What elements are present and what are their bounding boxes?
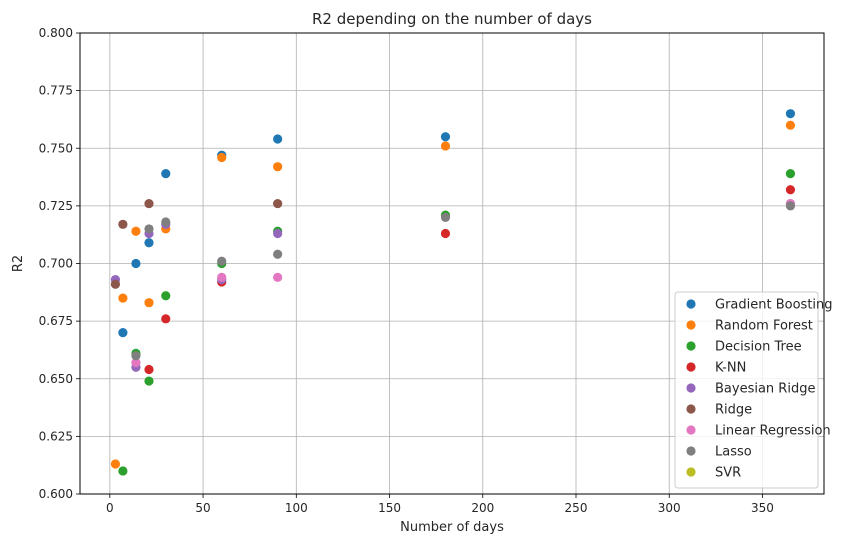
point-k-nn — [144, 364, 154, 375]
point-ridge — [144, 198, 154, 209]
y-tick-label: 0.725 — [39, 199, 73, 213]
legend-marker-svr — [686, 467, 696, 477]
point-gradient-boosting — [118, 328, 128, 338]
point-lasso — [217, 256, 227, 266]
point-decision-tree — [144, 376, 154, 386]
point-ridge — [110, 279, 121, 289]
point-lasso — [440, 212, 451, 222]
y-axis-label: R2 — [11, 255, 26, 272]
point-lasso — [785, 201, 796, 211]
x-tick-label: 0 — [106, 501, 114, 515]
legend-label-random-forest: Random Forest — [715, 319, 813, 334]
point-k-nn — [785, 185, 796, 195]
point-random-forest — [440, 141, 451, 151]
point-random-forest — [144, 298, 154, 308]
point-lasso — [144, 224, 154, 234]
point-k-nn — [161, 314, 171, 324]
point-gradient-boosting — [440, 132, 451, 142]
point-linear-regression — [131, 358, 141, 368]
point-random-forest — [110, 459, 121, 469]
y-tick-label: 0.700 — [39, 257, 73, 271]
legend-label-lasso: Lasso — [715, 445, 752, 460]
x-tick-label: 200 — [471, 501, 494, 515]
legend-marker-decision-tree — [686, 341, 696, 351]
point-linear-regression — [217, 272, 227, 282]
point-ridge — [273, 198, 283, 209]
x-tick-label: 150 — [378, 501, 401, 515]
legend-marker-lasso — [686, 446, 696, 456]
x-tick-label: 300 — [658, 501, 681, 515]
point-gradient-boosting — [161, 169, 171, 179]
legend-label-bayesian-ridge: Bayesian Ridge — [715, 382, 815, 397]
point-lasso — [273, 249, 283, 259]
y-tick-label: 0.625 — [39, 429, 73, 443]
legend: Gradient Boosting Random Forest Decision T… — [674, 291, 833, 489]
legend-marker-random-forest — [686, 320, 696, 330]
point-lasso — [161, 217, 171, 227]
point-k-nn — [440, 228, 451, 239]
y-tick-label: 0.600 — [39, 487, 73, 501]
point-random-forest — [273, 162, 283, 172]
y-tick-label: 0.775 — [39, 84, 73, 98]
point-random-forest — [785, 120, 796, 130]
legend-box — [674, 291, 819, 489]
point-decision-tree — [161, 291, 171, 301]
legend-label-ridge: Ridge — [715, 403, 752, 418]
legend-marker-k-nn — [686, 362, 696, 372]
point-decision-tree — [118, 466, 128, 476]
legend-label-svr: SVR — [715, 466, 741, 481]
x-tick-label: 250 — [565, 501, 588, 515]
point-linear-regression — [273, 272, 283, 282]
legend-label-decision-tree: Decision Tree — [715, 340, 802, 355]
legend-marker-ridge — [686, 404, 696, 414]
legend-label-gradient-boosting: Gradient Boosting — [715, 298, 833, 313]
chart-title: R2 depending on the number of days — [312, 10, 592, 28]
y-tick-label: 0.650 — [39, 372, 73, 386]
x-axis-label: Number of days — [400, 520, 504, 535]
x-tick-label: 350 — [751, 501, 774, 515]
data-points — [110, 109, 796, 476]
y-tick-label: 0.750 — [39, 141, 73, 155]
point-gradient-boosting — [273, 134, 283, 144]
y-tick-label: 0.800 — [39, 26, 73, 40]
legend-label-k-nn: K-NN — [715, 361, 746, 376]
point-random-forest — [131, 226, 141, 236]
legend-marker-linear-regression — [686, 425, 696, 435]
point-lasso — [131, 351, 141, 361]
point-gradient-boosting — [144, 238, 154, 248]
x-tick-label: 100 — [285, 501, 308, 515]
point-random-forest — [118, 293, 128, 303]
x-tick-label: 50 — [195, 501, 210, 515]
legend-marker-gradient-boosting — [686, 299, 696, 309]
point-gradient-boosting — [785, 109, 796, 119]
y-tick-label: 0.675 — [39, 314, 73, 328]
point-decision-tree — [785, 169, 796, 179]
legend-label-linear-regression: Linear Regression — [715, 424, 831, 439]
point-bayesian-ridge — [273, 228, 283, 239]
point-random-forest — [217, 152, 227, 163]
point-gradient-boosting — [131, 258, 141, 269]
legend-marker-bayesian-ridge — [686, 383, 696, 393]
axis-ticks: 0 50 100 150 200 250 300 350 0.600 0.625 0.650 0.67… — [39, 26, 774, 515]
point-ridge — [118, 219, 128, 229]
